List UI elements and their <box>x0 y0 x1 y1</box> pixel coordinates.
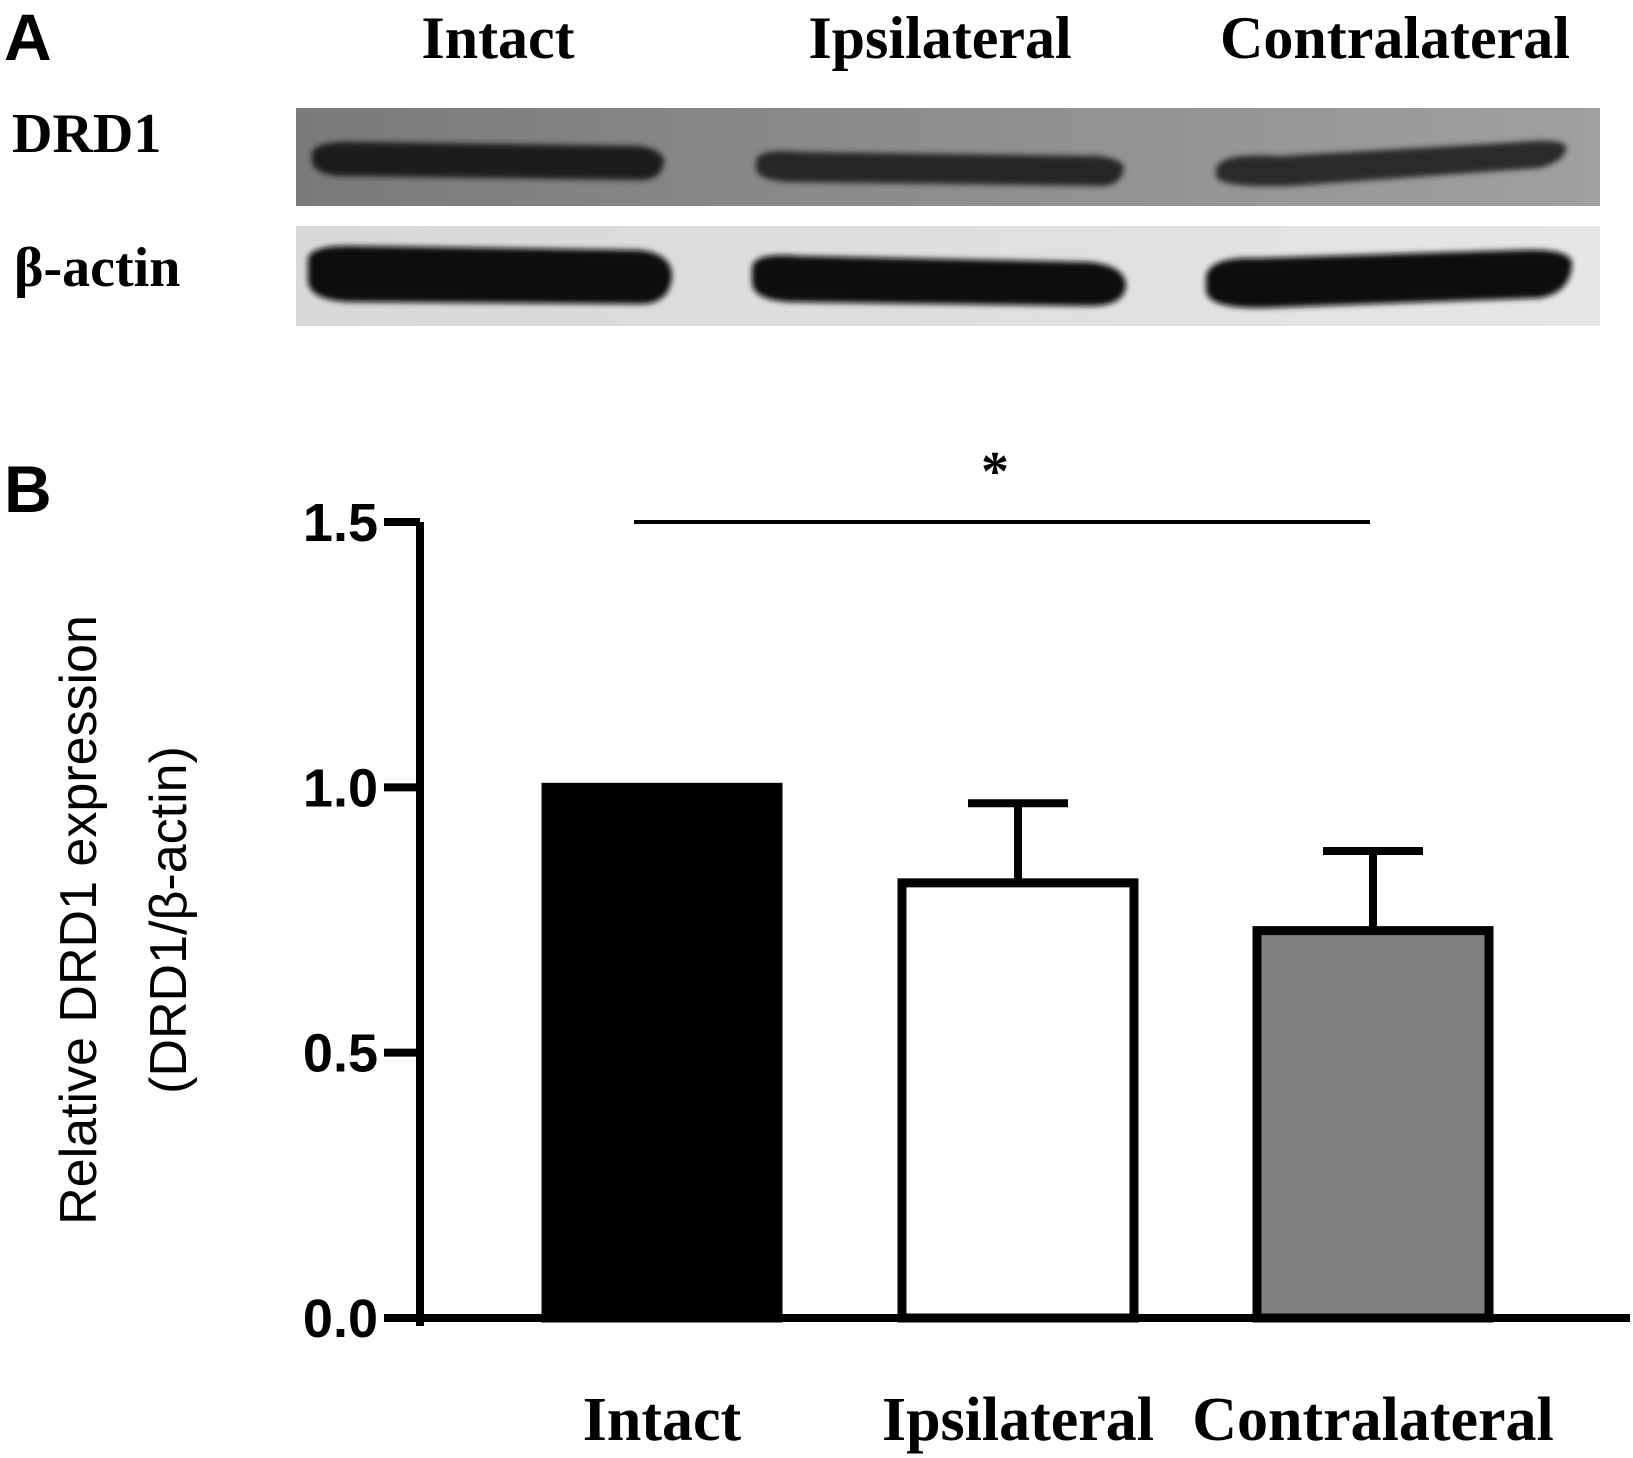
significance-star: * <box>981 441 1009 503</box>
x-tick-label: Contralateral <box>1192 1386 1554 1454</box>
y-tick-label: 1.5 <box>303 493 378 553</box>
bar-contralateral <box>1252 926 1494 1323</box>
y-axis-label-line1: Relative DRD1 expression <box>50 615 108 1225</box>
blot-band-drd1-intact <box>312 141 664 180</box>
lane-label-contralateral: Contralateral <box>1220 5 1570 71</box>
y-tick-label: 1.0 <box>303 758 378 818</box>
blot-row-label-drd1: DRD1 <box>12 103 161 165</box>
blot-band-drd1-contralateral <box>1216 140 1567 187</box>
plot-area: 0.0 0.5 1.0 1.5 Intact Ipsilateral Contralater… <box>303 441 1630 1454</box>
panel-a: A Intact Ipsilateral Contralateral DRD1 … <box>4 0 1600 326</box>
y-axis-label-line2: (DRD1/β-actin) <box>140 746 198 1094</box>
lane-label-ipsilateral: Ipsilateral <box>808 5 1071 71</box>
x-tick-label: Ipsilateral <box>882 1386 1154 1454</box>
y-tick-label: 0.5 <box>303 1024 378 1084</box>
blot-row-label-beta-actin: β-actin <box>14 237 180 299</box>
lane-label-intact: Intact <box>421 5 574 71</box>
x-tick-label: Intact <box>583 1386 742 1454</box>
blot-band-beta-actin-intact <box>308 245 672 304</box>
blot-band-beta-actin-ipsilateral <box>752 255 1126 306</box>
bar-intact <box>541 782 783 1323</box>
bar-ipsilateral <box>897 878 1139 1323</box>
blot-strip-beta-actin <box>296 226 1600 326</box>
panel-b: B Relative DRD1 expression (DRD1/β-actin… <box>4 441 1630 1454</box>
blot-strip-drd1 <box>296 108 1600 206</box>
panel-b-letter: B <box>4 452 52 526</box>
blot-band-beta-actin-contralateral <box>1206 249 1572 308</box>
blot-band-drd1-ipsilateral <box>756 151 1124 186</box>
y-tick-label: 0.0 <box>303 1289 378 1349</box>
panel-a-letter: A <box>4 0 52 74</box>
